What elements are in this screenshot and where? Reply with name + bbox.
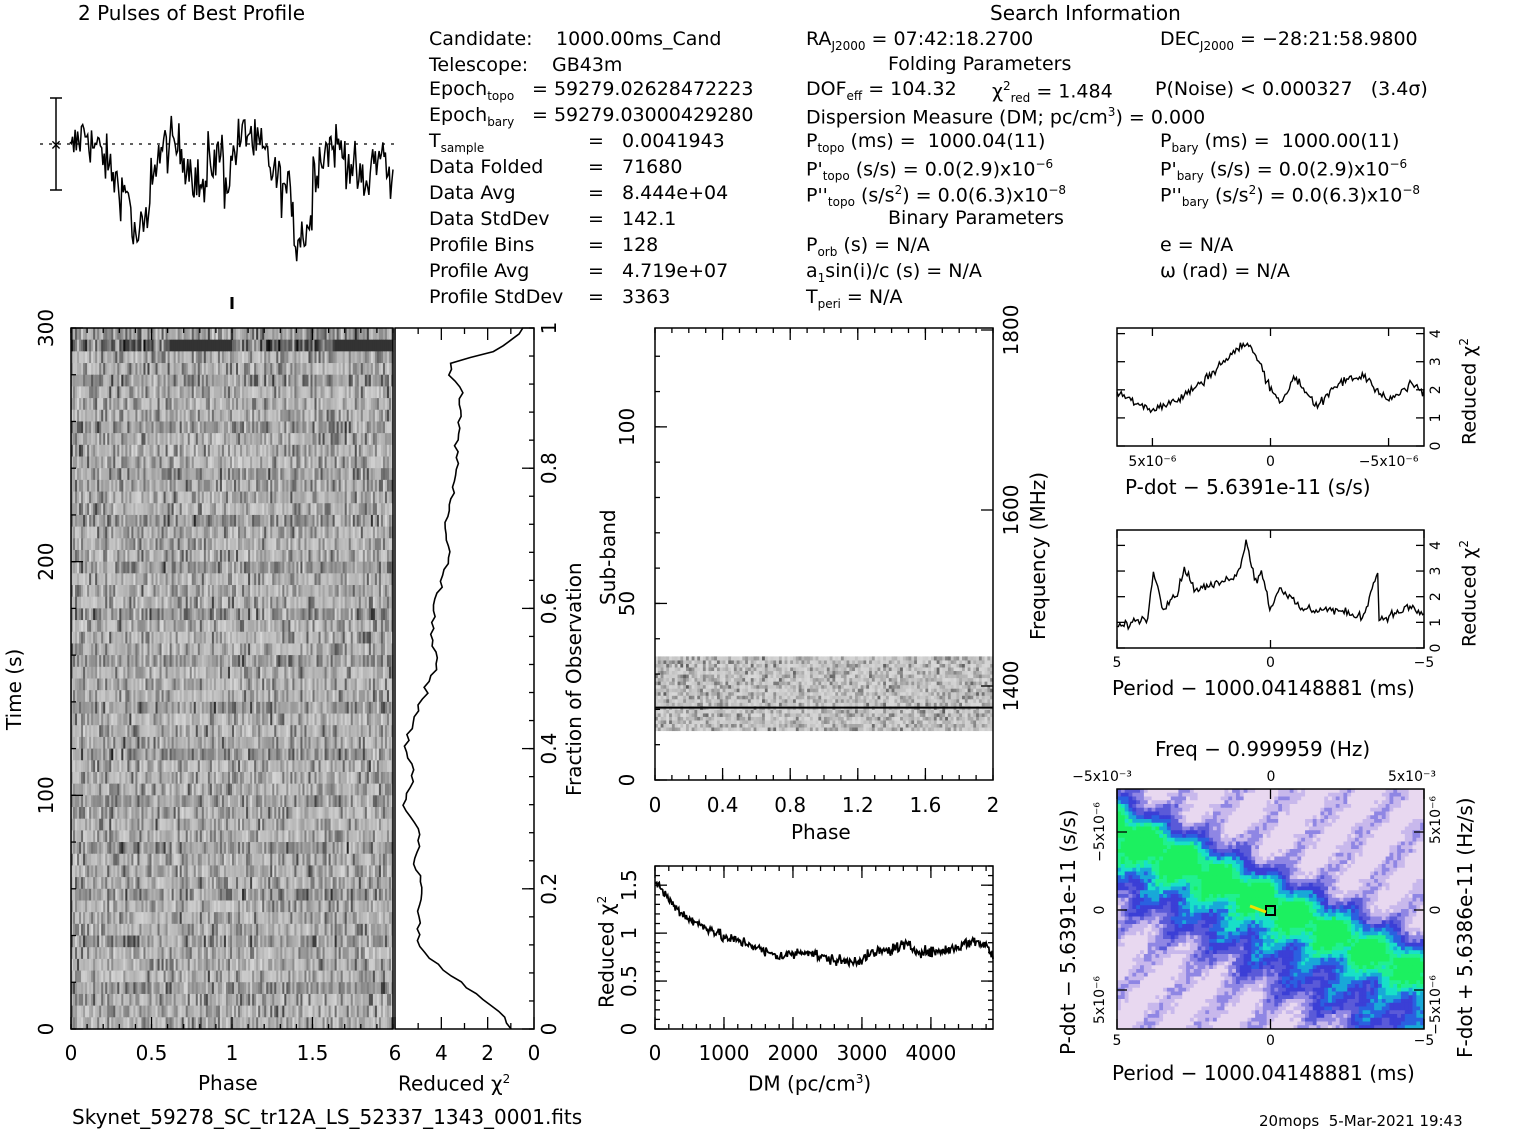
baseline-marker: ✕ [50, 138, 62, 154]
profile-line [70, 116, 393, 261]
time-phase-plot [71, 328, 394, 1030]
profile-plot: ✕ [40, 98, 400, 309]
